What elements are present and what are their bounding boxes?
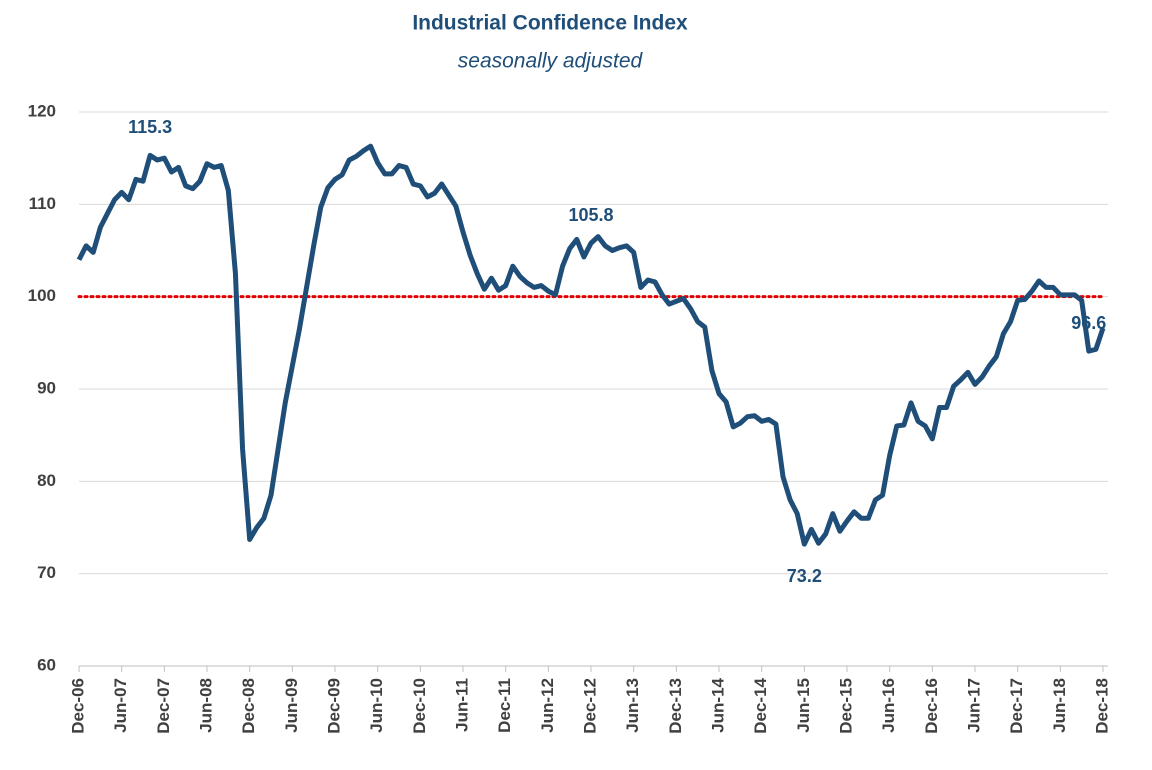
- x-tick-label: Dec-09: [324, 678, 343, 734]
- x-tick-label: Dec-13: [666, 678, 685, 734]
- x-tick-label: Jun-09: [282, 678, 301, 733]
- data-label: 96.6: [1071, 313, 1106, 333]
- x-tick-label: Dec-11: [495, 678, 514, 733]
- data-label: 115.3: [128, 117, 172, 137]
- x-tick-label: Jun-16: [879, 678, 898, 733]
- y-tick-label: 90: [37, 378, 56, 397]
- x-tick-label: Jun-14: [708, 677, 727, 732]
- y-tick-label: 120: [28, 101, 56, 120]
- y-tick-label: 110: [29, 194, 56, 213]
- x-tick-label: Jun-10: [367, 678, 386, 733]
- x-tick-label: Dec-12: [580, 678, 599, 734]
- x-tick-label: Dec-16: [922, 678, 941, 734]
- x-tick-label: Dec-14: [751, 677, 770, 733]
- data-line: [76, 143, 1106, 547]
- data-label: 105.8: [568, 205, 613, 225]
- x-tick-label: Dec-07: [154, 678, 173, 734]
- x-tick-label: Jun-07: [111, 678, 130, 733]
- x-tick-label: Jun-18: [1050, 678, 1069, 733]
- x-tick-label: Dec-18: [1092, 678, 1111, 734]
- x-tick-label: Jun-13: [623, 678, 642, 733]
- chart-title: Industrial Confidence Index: [412, 12, 688, 35]
- y-tick-label: 70: [37, 563, 56, 582]
- x-tick-label: Dec-10: [410, 678, 429, 734]
- x-tick-label: Jun-15: [794, 678, 813, 733]
- x-tick-label: Jun-08: [196, 678, 215, 733]
- x-tick-label: Dec-15: [836, 678, 855, 734]
- data-label: 73.2: [787, 566, 822, 586]
- x-tick-label: Dec-06: [68, 678, 87, 734]
- x-tick-label: Jun-12: [538, 678, 557, 733]
- x-tick-label: Dec-08: [239, 678, 258, 734]
- chart-subtitle: seasonally adjusted: [458, 50, 644, 73]
- x-tick-label: Jun-17: [964, 678, 983, 733]
- y-tick-label: 80: [37, 471, 56, 490]
- x-tick-label: Jun-11: [452, 678, 471, 732]
- y-tick-label: 60: [37, 655, 56, 674]
- x-tick-label: Dec-17: [1007, 678, 1026, 734]
- y-tick-label: 100: [28, 286, 56, 305]
